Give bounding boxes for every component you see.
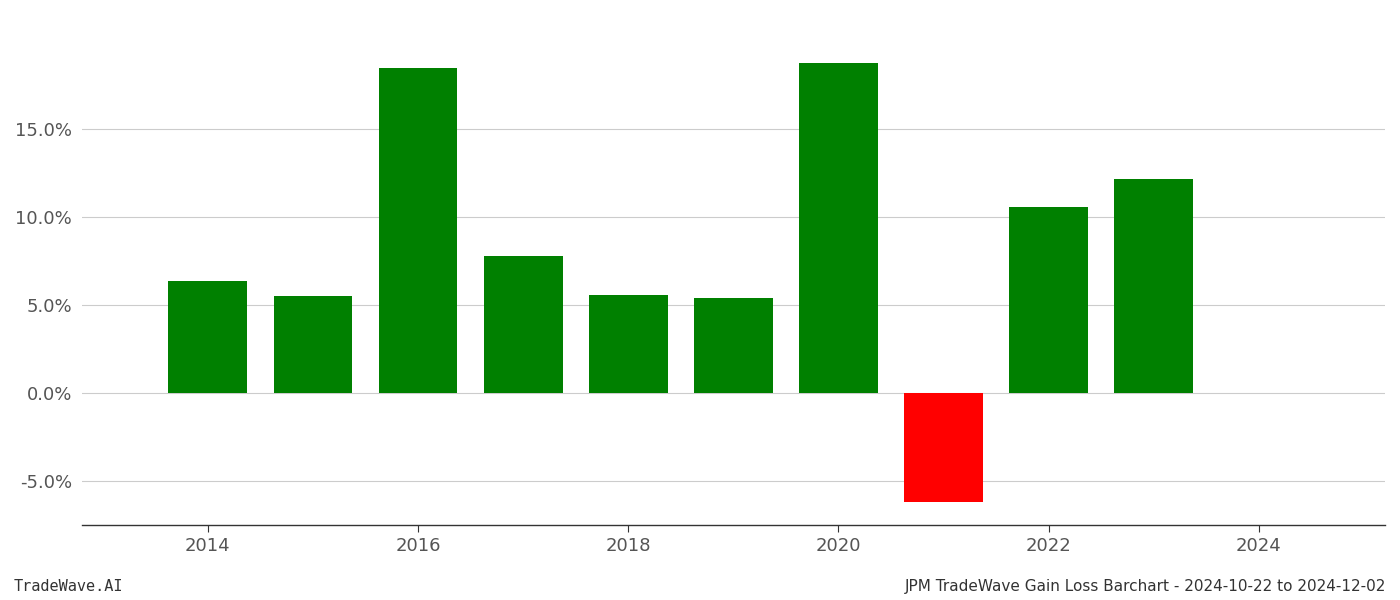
Text: TradeWave.AI: TradeWave.AI <box>14 579 123 594</box>
Bar <box>168 281 248 393</box>
Text: JPM TradeWave Gain Loss Barchart - 2024-10-22 to 2024-12-02: JPM TradeWave Gain Loss Barchart - 2024-… <box>904 579 1386 594</box>
Bar <box>1009 207 1088 393</box>
Bar <box>589 295 668 393</box>
Bar <box>904 393 983 502</box>
Bar <box>273 296 353 393</box>
Bar <box>799 62 878 393</box>
Bar <box>1114 179 1193 393</box>
Bar <box>694 298 773 393</box>
Bar <box>484 256 563 393</box>
Bar <box>378 68 458 393</box>
